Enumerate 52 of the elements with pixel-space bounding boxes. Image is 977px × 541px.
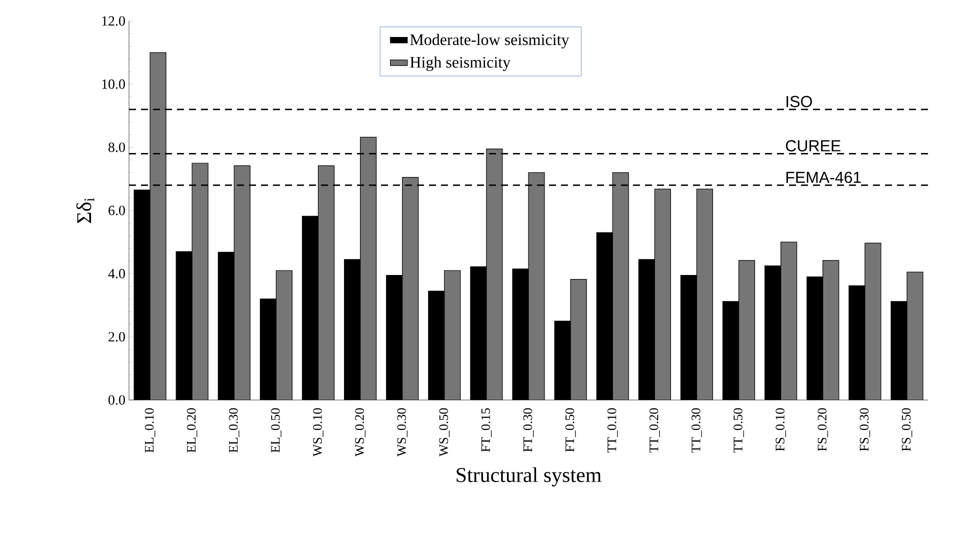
x-tick-label: WS_0.10 [313, 408, 324, 457]
x-tick-label: EL_0.10 [144, 408, 156, 453]
x-tick-label: FT_0.30 [523, 408, 534, 452]
x-tick-label: FS_0.30 [860, 408, 870, 452]
bar [780, 242, 797, 400]
bar [696, 189, 713, 400]
x-tick-label: EL_0.30 [228, 408, 240, 453]
x-tick-label: FT_0.50 [565, 408, 576, 452]
x-tick-label: TT_0.50 [734, 408, 744, 453]
bar [906, 272, 924, 400]
y-tick-label: 2.0 [108, 332, 125, 342]
legend-label: High seismicity [410, 56, 511, 72]
bar [150, 52, 166, 400]
bar [402, 177, 418, 400]
bar [864, 243, 881, 400]
x-tick-label: FS_0.10 [776, 408, 786, 452]
y-tick-label: 0.0 [108, 395, 125, 405]
x-tick-label: TT_0.30 [692, 408, 702, 453]
y-tick-label: 12.0 [102, 16, 125, 26]
bar [360, 137, 376, 400]
bar [822, 260, 839, 400]
x-tick-label: TT_0.20 [650, 408, 660, 453]
bar [444, 270, 460, 400]
y-tick-label: 8.0 [108, 142, 125, 152]
bar [570, 279, 587, 400]
legend-label: Moderate-low seismicity [410, 34, 570, 48]
x-tick-label: EL_0.20 [186, 408, 198, 453]
y-tick-label: 6.0 [108, 206, 125, 216]
y-axis-title: Σδ$_{i}$ [76, 198, 94, 224]
bar [192, 163, 208, 400]
x-tick-label: FS_0.50 [902, 408, 912, 452]
bar [738, 260, 755, 400]
x-axis-title: Structural system [456, 467, 602, 486]
ref-line-label: ISO [786, 96, 812, 108]
ref-line-label: CUREE [786, 140, 840, 152]
x-tick-label: FT_0.15 [481, 408, 492, 452]
bar [486, 148, 502, 400]
x-tick-label: FS_0.20 [818, 408, 828, 452]
y-tick-label: 10.0 [102, 79, 125, 89]
y-tick-label: 4.0 [108, 268, 125, 278]
x-tick-label: WS_0.30 [397, 408, 408, 457]
bar [318, 166, 334, 400]
x-tick-label: TT_0.10 [607, 408, 618, 453]
ref-line-label: FEMA-461 [786, 172, 861, 184]
x-tick-label: WS_0.50 [439, 408, 450, 457]
x-tick-label: EL_0.50 [271, 408, 282, 453]
x-tick-label: WS_0.20 [355, 408, 366, 457]
bar [276, 270, 292, 400]
bar [528, 172, 544, 400]
bar [234, 166, 250, 400]
bar [654, 189, 671, 400]
bar [612, 172, 629, 400]
